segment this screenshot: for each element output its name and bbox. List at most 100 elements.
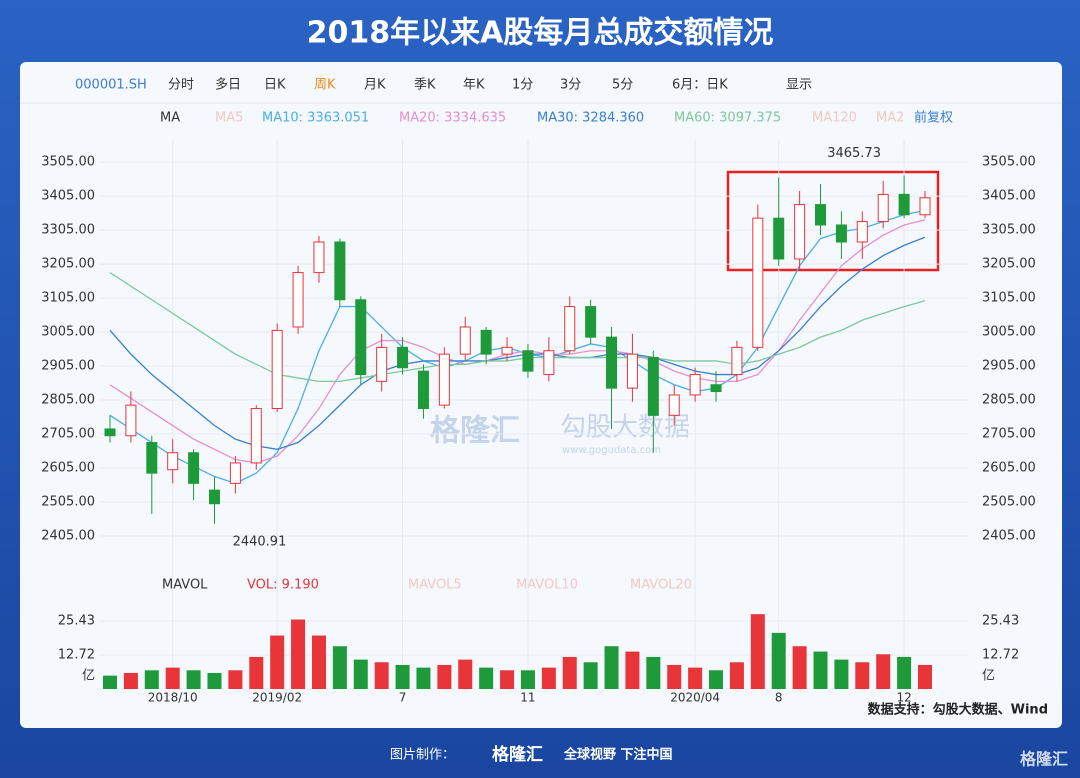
volume-bar — [353, 659, 368, 689]
ma-label: MA — [160, 111, 180, 126]
candle-body — [376, 346, 388, 382]
volume-bar — [207, 672, 222, 689]
volume-bar — [520, 670, 535, 689]
volume-bar — [625, 651, 640, 689]
toolbar-tab[interactable]: 6月：日K — [672, 78, 728, 93]
y-tick-label: 3505.00 — [982, 155, 1036, 170]
footer-brand: 格隆汇 — [492, 744, 543, 765]
volume-bar — [709, 670, 724, 689]
volume-bar — [395, 664, 410, 689]
ma-line — [109, 209, 926, 485]
legend-entry: MA60: 3097.375 — [674, 111, 781, 126]
toolbar-tab[interactable]: 5分 — [612, 78, 633, 93]
adjust[interactable]: 前复权 — [914, 110, 953, 126]
vol-label: MAVOL — [162, 578, 208, 593]
y-tick-label: 3505.00 — [41, 155, 95, 170]
volume-bar — [876, 654, 891, 689]
ma-line — [109, 219, 926, 464]
candle-body — [480, 329, 492, 355]
volume-bar — [228, 670, 243, 689]
ma-faint: MA2 — [876, 111, 904, 126]
volume-bar — [541, 667, 556, 689]
vol-tick-label: 25.43 — [58, 614, 95, 629]
volume-bar — [583, 662, 598, 689]
toolbar-tab[interactable]: 日K — [264, 78, 286, 93]
y-tick-label: 3105.00 — [982, 291, 1036, 306]
toolbar-tab[interactable]: 显示 — [786, 78, 812, 93]
highlight-box — [726, 170, 940, 272]
x-tick-label: 11 — [520, 691, 535, 705]
y-tick-label: 2605.00 — [41, 461, 95, 476]
toolbar-tab[interactable]: 1分 — [512, 78, 533, 93]
candle-body — [606, 336, 618, 389]
candle-body — [626, 353, 638, 389]
volume-bar — [646, 656, 661, 689]
corner-brand: 格隆汇 — [1020, 750, 1068, 769]
title: 2018年以来A股每月总成交额情况 — [307, 16, 774, 51]
y-tick-label: 3405.00 — [982, 189, 1036, 204]
vol-tick-label: 25.43 — [982, 614, 1019, 629]
candle-body — [710, 384, 722, 393]
y-tick-label: 2605.00 — [982, 461, 1036, 476]
toolbar-tab[interactable]: 多日 — [215, 77, 241, 93]
watermark: 勾股大数据 — [560, 413, 690, 443]
candle-body — [208, 489, 220, 505]
candle-body — [417, 370, 429, 410]
toolbar-tab[interactable]: 周K — [314, 78, 336, 93]
toolbar-tab[interactable]: 年K — [463, 78, 485, 93]
candle-body — [877, 193, 889, 223]
volume-bar — [834, 659, 849, 689]
candle-body — [773, 217, 785, 260]
watermark: 格隆汇 — [430, 414, 520, 449]
y-tick-label: 2705.00 — [41, 427, 95, 442]
candle-body — [522, 350, 534, 372]
vol-faint: MAVOL10 — [516, 578, 578, 593]
legend-entry: MA10: 3363.051 — [262, 111, 369, 126]
x-tick-label: 2020/04 — [670, 691, 720, 705]
candle-body — [229, 462, 241, 484]
volume-bar — [374, 662, 389, 689]
annotation: 3465.73 — [827, 146, 881, 161]
candle-body — [313, 241, 325, 274]
vol-unit: 亿 — [82, 669, 95, 684]
volume-bar — [416, 667, 431, 689]
y-tick-label: 2805.00 — [982, 393, 1036, 408]
volume-bar — [311, 635, 326, 689]
footer-text: 图片制作： — [390, 748, 455, 763]
toolbar-tab[interactable]: 3分 — [560, 78, 581, 93]
y-tick-label: 3305.00 — [41, 223, 95, 238]
volume-bar — [897, 656, 912, 689]
candle-body — [104, 428, 116, 437]
candle-body — [292, 272, 304, 328]
x-tick-label: 8 — [775, 691, 783, 705]
volume-bar — [165, 667, 180, 689]
candle-body — [188, 452, 200, 484]
candle-body — [668, 394, 680, 416]
toolbar-tab[interactable]: 季K — [414, 78, 436, 93]
toolbar-tab[interactable]: 月K — [364, 78, 386, 93]
volume-bar — [604, 646, 619, 689]
toolbar-tab[interactable]: 分时 — [168, 78, 194, 93]
candle-body — [856, 221, 868, 243]
ma-faint: MA120 — [812, 111, 857, 126]
volume-bar — [437, 664, 452, 689]
volume-bar — [771, 632, 786, 689]
volume-bar — [332, 646, 347, 689]
toolbar-tab[interactable]: 000001.SH — [75, 78, 147, 93]
y-tick-label: 2805.00 — [41, 393, 95, 408]
candle-body — [794, 204, 806, 260]
candle-body — [815, 204, 827, 226]
vol-value: VOL: 9.190 — [247, 578, 319, 593]
watermark: www.gogudata.com — [562, 445, 661, 456]
legend-entry: MA30: 3284.360 — [537, 111, 644, 126]
candle-body — [501, 346, 513, 355]
volume-bar — [291, 619, 306, 689]
y-tick-label: 3105.00 — [41, 291, 95, 306]
annotation: 2440.91 — [233, 534, 287, 549]
vol-tick-label: 12.72 — [982, 648, 1019, 663]
x-tick-label: 2019/02 — [252, 691, 302, 705]
volume-bar — [500, 670, 515, 689]
vol-faint: MAVOL20 — [630, 578, 692, 593]
candle-body — [647, 357, 659, 416]
